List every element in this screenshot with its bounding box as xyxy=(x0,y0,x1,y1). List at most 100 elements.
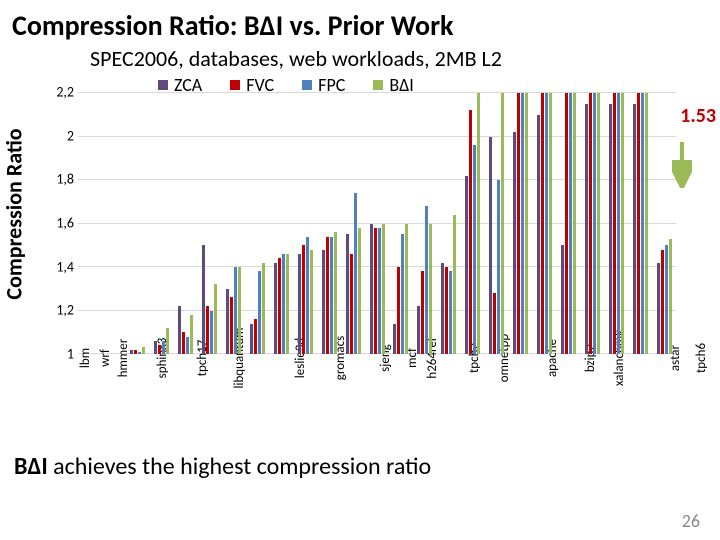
bar-group xyxy=(652,93,676,354)
bar xyxy=(310,250,313,354)
legend-item: FPC xyxy=(302,74,345,96)
bar xyxy=(382,224,385,355)
plot-area: ZCAFVCFPCBΔI 11,21,41,61,822,2 1.53 xyxy=(78,74,676,354)
bar xyxy=(346,234,349,354)
bar xyxy=(178,306,181,354)
conclusion-rest: achieves the highest compression ratio xyxy=(48,452,431,481)
bar xyxy=(465,176,468,354)
bar xyxy=(425,206,428,354)
bar xyxy=(493,293,496,354)
bar xyxy=(210,311,213,355)
bar xyxy=(637,93,640,354)
bar xyxy=(537,115,540,354)
bar xyxy=(298,254,301,354)
y-tick: 1,8 xyxy=(44,171,74,188)
bar-group xyxy=(78,93,102,354)
bar-group xyxy=(437,93,461,354)
bar xyxy=(497,180,500,354)
bar xyxy=(182,332,185,354)
x-label: libquantum xyxy=(232,354,293,373)
bar xyxy=(166,328,169,354)
bar-group xyxy=(102,93,126,354)
bar-group xyxy=(461,93,485,354)
legend-item: FVC xyxy=(230,74,274,96)
y-tick: 2,2 xyxy=(44,84,74,101)
bar xyxy=(441,263,444,354)
bar xyxy=(302,245,305,354)
bar xyxy=(278,258,281,354)
bar xyxy=(573,93,576,354)
x-label: apache xyxy=(545,354,583,373)
bar-group xyxy=(269,93,293,354)
legend-label: ZCA xyxy=(174,74,202,96)
bar-group xyxy=(198,93,222,354)
bar xyxy=(401,234,404,354)
legend-item: ZCA xyxy=(158,74,202,96)
bar xyxy=(374,228,377,354)
bar xyxy=(282,254,285,354)
bar xyxy=(234,267,237,354)
bar-group xyxy=(150,93,174,354)
bar xyxy=(158,345,161,354)
bar xyxy=(589,93,592,354)
x-label: tpch17 xyxy=(195,354,232,373)
y-tick: 1,2 xyxy=(44,302,74,319)
bar xyxy=(322,250,325,354)
plot xyxy=(78,92,676,354)
bar xyxy=(565,93,568,354)
legend-swatch xyxy=(158,80,168,90)
legend-swatch xyxy=(373,80,383,90)
bar xyxy=(657,263,660,354)
bar xyxy=(477,93,480,354)
y-tick: 2 xyxy=(44,127,74,144)
legend-label: FPC xyxy=(318,74,345,96)
bar xyxy=(597,93,600,354)
bar xyxy=(397,267,400,354)
bar-group xyxy=(533,93,557,354)
bar-group xyxy=(293,93,317,354)
bar xyxy=(421,271,424,354)
bar xyxy=(445,267,448,354)
bar xyxy=(306,237,309,354)
bar-group xyxy=(222,93,246,354)
page-title: Compression Ratio: BΔI vs. Prior Work xyxy=(0,0,720,43)
x-label: hmmer xyxy=(116,354,155,373)
legend-label: BΔI xyxy=(389,74,414,96)
bar xyxy=(541,93,544,354)
bar-groups xyxy=(78,93,676,354)
bar xyxy=(378,228,381,354)
y-axis-label: Compression Ratio xyxy=(1,128,28,299)
y-ticks: 11,21,41,61,822,2 xyxy=(44,92,74,354)
bar-group xyxy=(485,93,509,354)
bar-group xyxy=(628,93,652,354)
conclusion-strong: BΔI xyxy=(14,452,48,481)
x-label: sjeng xyxy=(378,354,406,373)
bar-group xyxy=(365,93,389,354)
bar-group xyxy=(126,93,150,354)
bar xyxy=(593,93,596,354)
x-label: bzip2 xyxy=(583,354,611,373)
bar xyxy=(645,93,648,354)
bar xyxy=(258,271,261,354)
bar xyxy=(521,93,524,354)
bar xyxy=(190,315,193,354)
bar-group xyxy=(509,93,533,354)
bar xyxy=(250,324,253,354)
bar xyxy=(665,245,668,354)
bar-group xyxy=(317,93,341,354)
bar xyxy=(489,137,492,355)
bar xyxy=(358,228,361,354)
bar xyxy=(417,306,420,354)
x-label: omnetpp xyxy=(497,354,545,373)
bar xyxy=(134,350,137,354)
bar xyxy=(473,145,476,354)
bar xyxy=(334,232,337,354)
conclusion-text: BΔI achieves the highest compression rat… xyxy=(14,452,431,481)
bar xyxy=(326,237,329,354)
bar xyxy=(254,319,257,354)
x-label: wrf xyxy=(98,354,116,373)
x-label: tpch2 xyxy=(467,354,497,373)
x-label: tpch6 xyxy=(694,354,720,373)
bar-group xyxy=(389,93,413,354)
bar xyxy=(469,110,472,354)
